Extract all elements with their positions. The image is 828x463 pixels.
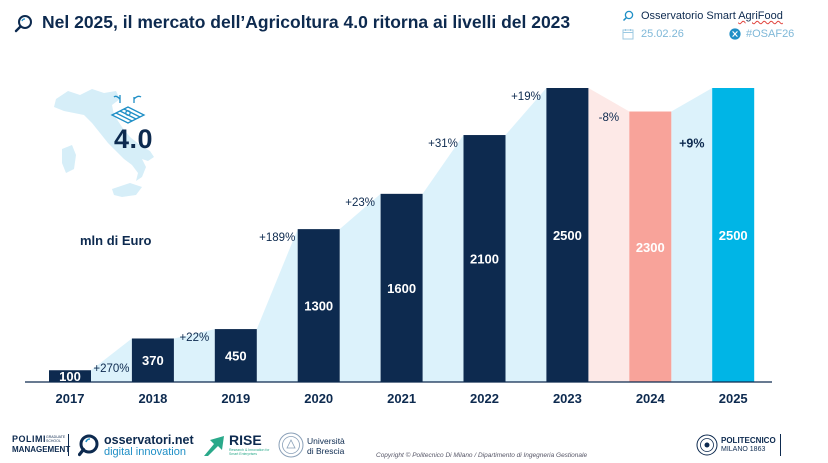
bar <box>131 338 174 382</box>
bar-value-label: 2300 <box>636 240 665 255</box>
x-tick-label: 2025 <box>719 391 748 406</box>
copyright-text: Copyright © Politecnico Di Milano / Dipa… <box>376 452 588 459</box>
search-icon <box>622 10 634 22</box>
rise-logo-icon <box>204 436 224 456</box>
growth-area <box>505 88 547 382</box>
bar-value-label: 1300 <box>304 299 333 314</box>
x-tick-label: 2023 <box>553 391 582 406</box>
hashtag-label: #OSAF26 <box>746 28 795 40</box>
x-tick-label: 2024 <box>636 391 666 406</box>
unit-label: mln di Euro <box>80 233 152 248</box>
bar-value-label: 450 <box>225 349 247 364</box>
date-label: 25.02.26 <box>641 28 684 40</box>
bar <box>629 111 672 383</box>
agriculture-4-label: 4.0 <box>114 124 154 154</box>
bar <box>380 193 423 382</box>
x-tick-label: 2017 <box>56 391 85 406</box>
footer: POLIMI MANAGEMENT GRADUATE SCHOOL osserv… <box>0 428 828 463</box>
growth-label: -8% <box>599 112 619 124</box>
bar-value-label: 100 <box>59 369 81 384</box>
bar <box>297 229 340 382</box>
growth-area <box>173 329 215 382</box>
search-icon <box>14 15 32 33</box>
x-tick-label: 2019 <box>221 391 250 406</box>
header: Nel 2025, il mercato dell’Agricoltura 4.… <box>0 0 828 50</box>
growth-label: +22% <box>179 332 209 344</box>
growth-label: +270% <box>93 363 129 375</box>
x-tick-label: 2018 <box>138 391 167 406</box>
bar <box>712 88 755 382</box>
page-title: Nel 2025, il mercato dell’Agricoltura 4.… <box>42 12 571 32</box>
bar-value-label: 2100 <box>470 252 499 267</box>
growth-label: +19% <box>511 91 541 103</box>
bar-value-label: 2500 <box>553 228 582 243</box>
politecnico-seal-icon <box>696 434 718 456</box>
growth-label: +189% <box>259 232 295 244</box>
x-tick-label: 2021 <box>387 391 416 406</box>
bar <box>463 135 506 382</box>
bar-value-label: 370 <box>142 353 164 368</box>
growth-label: +9% <box>679 137 704 151</box>
bar <box>49 370 91 382</box>
growth-area <box>671 88 713 382</box>
bar <box>214 329 257 382</box>
bar <box>546 88 589 382</box>
growth-label: +31% <box>428 138 458 150</box>
growth-area <box>422 135 464 382</box>
growth-area <box>91 338 132 382</box>
growth-area <box>588 88 630 382</box>
growth-area <box>339 193 381 382</box>
italy-map-icon <box>54 89 154 197</box>
calendar-icon <box>622 29 634 40</box>
x-logo-icon <box>729 28 741 40</box>
bar-value-label: 1600 <box>387 281 416 296</box>
osservatori-logo-icon <box>78 434 99 457</box>
x-tick-label: 2020 <box>304 391 333 406</box>
growth-area <box>256 229 298 382</box>
x-tick-label: 2022 <box>470 391 499 406</box>
bar-value-label: 2500 <box>719 228 748 243</box>
bar-chart: 100 370 450 1300 1600 2100 2500 2300 2500 +270% +2… <box>25 88 772 406</box>
source-label: Osservatorio Smart AgriFood <box>641 10 783 22</box>
brescia-seal-icon <box>278 432 304 458</box>
growth-label: +23% <box>345 197 375 209</box>
